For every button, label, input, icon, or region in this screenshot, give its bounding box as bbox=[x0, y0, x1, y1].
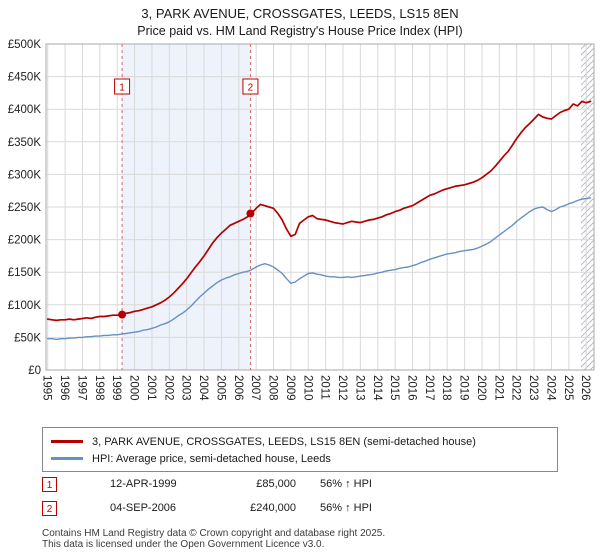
x-axis-label: 2022 bbox=[510, 375, 522, 401]
x-axis-label: 2004 bbox=[197, 375, 209, 401]
y-axis-label: £450K bbox=[8, 72, 42, 84]
x-axis-label: 2026 bbox=[579, 375, 591, 401]
chart-title: 3, PARK AVENUE, CROSSGATES, LEEDS, LS15 … bbox=[141, 6, 459, 21]
y-axis-label: £500K bbox=[8, 39, 42, 51]
x-axis-label: 1995 bbox=[41, 375, 53, 401]
x-axis-label: 1999 bbox=[110, 375, 122, 401]
series-hpi bbox=[47, 197, 592, 341]
y-axis-label: £100K bbox=[8, 300, 42, 312]
transaction-2-price: £240,000 bbox=[250, 502, 296, 514]
chart-subtitle: Price paid vs. HM Land Registry's House … bbox=[137, 24, 463, 38]
y-axis-label: £200K bbox=[8, 235, 42, 247]
y-axis-label: £250K bbox=[8, 202, 42, 214]
x-axis-label: 2002 bbox=[162, 375, 174, 401]
x-axis-label: 2009 bbox=[284, 375, 296, 401]
x-axis-label: 2008 bbox=[267, 375, 279, 401]
y-axis-label: £350K bbox=[8, 137, 42, 149]
x-axis-label: 2017 bbox=[423, 375, 435, 401]
transaction-2-badge: 2 bbox=[42, 501, 57, 516]
x-axis-label: 2023 bbox=[527, 375, 539, 401]
y-axis-label: £50K bbox=[14, 332, 41, 344]
x-axis-label: 2014 bbox=[371, 375, 383, 401]
x-axis-label: 2010 bbox=[301, 375, 313, 401]
y-axis-label: £150K bbox=[8, 267, 42, 279]
x-axis-label: 2006 bbox=[232, 375, 244, 401]
legend-item-hpi: HPI: Average price, semi-detached house,… bbox=[51, 450, 549, 467]
legend-item-property: 3, PARK AVENUE, CROSSGATES, LEEDS, LS15 … bbox=[51, 433, 549, 450]
x-axis-label: 2000 bbox=[128, 375, 140, 401]
x-axis-label: 1998 bbox=[93, 375, 105, 401]
transaction-1-date: 12-APR-1999 bbox=[110, 478, 177, 490]
legend-label-property: 3, PARK AVENUE, CROSSGATES, LEEDS, LS15 … bbox=[92, 435, 476, 448]
chart-legend: 3, PARK AVENUE, CROSSGATES, LEEDS, LS15 … bbox=[42, 427, 558, 472]
hpi-line-sample bbox=[51, 457, 83, 460]
y-axis-label: £300K bbox=[8, 169, 42, 181]
transaction-1-badge: 1 bbox=[42, 477, 57, 492]
transaction-1-price: £85,000 bbox=[256, 478, 296, 490]
copyright-line: Contains HM Land Registry data © Crown c… bbox=[42, 528, 386, 539]
x-axis-label: 2024 bbox=[544, 375, 556, 401]
sale-marker-dot bbox=[246, 209, 255, 218]
x-axis-label: 2007 bbox=[249, 375, 261, 401]
transaction-row-1: 1 12-APR-1999 £85,000 56% ↑ HPI bbox=[0, 477, 600, 495]
series-price-paid bbox=[46, 100, 592, 322]
x-axis-label: 2015 bbox=[388, 375, 400, 401]
x-axis-label: 2003 bbox=[180, 375, 192, 401]
transaction-2-hpi-delta: 56% ↑ HPI bbox=[320, 502, 372, 514]
licence-line: This data is licensed under the Open Gov… bbox=[42, 539, 325, 550]
transaction-2-date: 04-SEP-2006 bbox=[110, 502, 177, 514]
x-axis-label: 2001 bbox=[145, 375, 157, 401]
y-axis-label: £0 bbox=[28, 365, 41, 377]
y-axis-label: £400K bbox=[8, 104, 42, 116]
x-axis-label: 2005 bbox=[214, 375, 226, 401]
transaction-row-2: 2 04-SEP-2006 £240,000 56% ↑ HPI bbox=[0, 501, 600, 519]
x-axis-label: 2020 bbox=[475, 375, 487, 401]
sale-marker-dot bbox=[118, 310, 127, 319]
x-axis-label: 2016 bbox=[405, 375, 417, 401]
x-axis-label: 2019 bbox=[458, 375, 470, 401]
price-chart-svg: 1 2 £0 £50K £100K £150K £200K £250K £300K £350K £4… bbox=[8, 39, 595, 401]
property-line-sample bbox=[51, 440, 83, 443]
x-axis-label: 1996 bbox=[58, 375, 70, 401]
sale-flag-number: 2 bbox=[248, 83, 254, 94]
x-axis-label: 2021 bbox=[492, 375, 504, 401]
x-axis-label: 2011 bbox=[319, 375, 331, 400]
x-axis-label: 2025 bbox=[562, 375, 574, 401]
x-axis-label: 2013 bbox=[353, 375, 365, 401]
sale-flag-box bbox=[242, 78, 259, 95]
transaction-1-hpi-delta: 56% ↑ HPI bbox=[320, 478, 372, 490]
sale-flag-box bbox=[114, 78, 131, 95]
x-axis-label: 2012 bbox=[336, 375, 348, 401]
x-axis-label: 2018 bbox=[440, 375, 452, 401]
sale-flag-number: 1 bbox=[119, 83, 125, 94]
x-axis-label: 1997 bbox=[75, 375, 87, 401]
plot-border bbox=[45, 43, 595, 371]
legend-label-hpi: HPI: Average price, semi-detached house,… bbox=[92, 452, 331, 465]
